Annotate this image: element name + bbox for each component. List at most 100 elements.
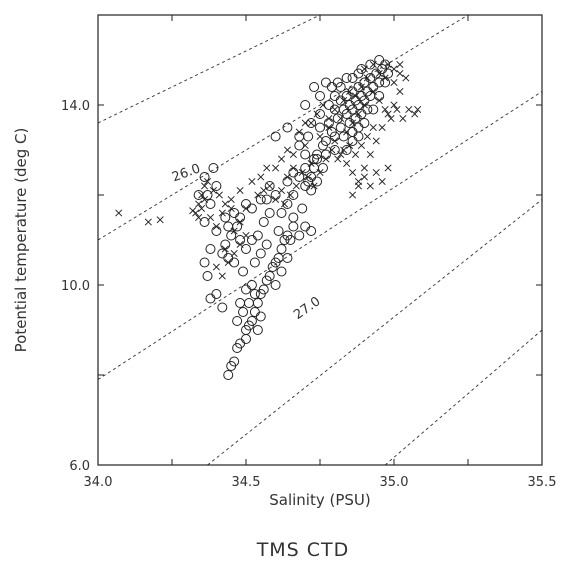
isopycnal-label: 26.0 — [170, 161, 202, 185]
data-point-cross — [369, 60, 377, 69]
data-point-circle — [241, 334, 251, 344]
data-point-cross — [354, 182, 363, 190]
data-point-circle — [335, 122, 346, 133]
data-point-cross — [360, 65, 368, 73]
isopycnal-label-group: 26.0 — [167, 159, 205, 185]
isopycnal-label-backdrop — [288, 291, 325, 324]
data-point-cross — [307, 119, 315, 127]
data-point-cross — [236, 218, 244, 226]
data-point-cross — [405, 105, 413, 114]
data-point-cross — [272, 195, 280, 204]
data-point-cross — [337, 150, 345, 159]
data-point-circle — [252, 298, 263, 308]
data-point-circle — [323, 100, 334, 110]
data-point-cross — [325, 114, 333, 123]
axis-tick-labels: 34.0 34.5 35.0 35.5 6.0 10.0 14.0 — [61, 99, 556, 490]
data-point-circle — [208, 163, 219, 173]
data-point-circle — [306, 185, 317, 196]
isopycnal-line-1 — [97, 14, 321, 124]
data-point-circle — [246, 316, 257, 326]
data-point-circle — [199, 257, 210, 268]
data-point-circle — [341, 91, 352, 101]
data-point-cross — [289, 164, 297, 172]
data-point-circle — [288, 190, 299, 200]
isopycnal-labels: 26.0 27.0 — [167, 159, 325, 324]
data-point-circle — [341, 73, 352, 83]
isopycnal-label-group: 27.0 — [288, 291, 325, 324]
data-point-circle — [320, 149, 331, 160]
data-point-circle — [261, 194, 272, 205]
data-point-circle — [282, 253, 293, 263]
data-point-cross — [257, 173, 265, 181]
data-point-circle — [235, 298, 246, 308]
data-point-cross — [337, 114, 345, 123]
data-point-cross — [396, 60, 404, 69]
data-point-cross — [325, 123, 333, 132]
data-point-cross — [192, 209, 200, 217]
data-point-circle — [329, 91, 340, 101]
data-point-cross — [266, 182, 274, 190]
data-point-circle — [276, 244, 287, 254]
axis-ticks — [97, 15, 543, 466]
data-point-cross — [195, 200, 203, 208]
data-point-cross — [206, 213, 215, 222]
data-point-circle — [300, 149, 311, 160]
data-point-circle — [347, 136, 358, 146]
data-point-circle — [255, 194, 266, 205]
data-point-circle — [255, 248, 266, 259]
data-point-cross — [402, 74, 410, 82]
data-point-circle — [246, 203, 257, 214]
data-point-cross — [349, 191, 357, 199]
data-point-circle — [294, 140, 305, 151]
data-point-cross — [331, 137, 339, 145]
data-point-cross — [215, 191, 223, 199]
data-point-cross — [283, 173, 291, 181]
data-point-cross — [201, 195, 209, 204]
data-point-cross — [390, 78, 398, 87]
data-point-circle — [297, 203, 308, 214]
data-point-circle — [246, 280, 257, 290]
chart-caption: TMS CTD — [256, 539, 350, 561]
data-point-circle — [202, 271, 213, 281]
data-point-circle — [241, 199, 251, 209]
data-point-cross — [313, 110, 321, 118]
data-point-circle — [362, 104, 373, 115]
data-point-cross — [390, 101, 398, 109]
data-point-cross — [298, 168, 306, 177]
data-point-cross — [354, 110, 363, 118]
data-point-circle — [223, 221, 234, 232]
x-axis-title: Salinity (PSU) — [269, 491, 371, 509]
data-point-circle — [199, 217, 210, 227]
y-tick-label: 6.0 — [69, 459, 90, 474]
data-point-cross — [366, 182, 374, 190]
data-point-circle — [365, 59, 376, 70]
data-point-circle — [374, 77, 385, 88]
data-point-circle — [246, 235, 257, 245]
data-point-circle — [249, 307, 260, 317]
data-point-circle — [294, 172, 305, 182]
data-point-circle — [205, 244, 216, 254]
data-point-circle — [309, 163, 320, 173]
y-tick-label: 14.0 — [61, 99, 90, 114]
y-axis-title: Potential temperature (deg C) — [12, 128, 30, 353]
data-point-cross — [230, 249, 238, 258]
data-point-cross — [212, 222, 220, 231]
data-point-cross — [224, 258, 232, 267]
data-point-cross — [381, 74, 389, 82]
data-point-cross — [198, 191, 206, 199]
data-point-circle — [205, 293, 216, 304]
data-point-cross — [227, 195, 235, 204]
data-point-cross — [384, 60, 392, 69]
data-point-circle — [223, 370, 234, 380]
data-point-cross — [343, 159, 351, 168]
data-point-cross — [372, 168, 380, 177]
data-point-cross — [189, 207, 197, 215]
data-point-circle — [235, 212, 246, 223]
data-point-circle — [252, 325, 263, 335]
data-point-circle — [261, 239, 272, 250]
data-point-circle — [199, 172, 210, 182]
data-point-cross — [277, 186, 286, 195]
data-point-circle — [306, 226, 317, 236]
data-point-circle — [220, 239, 231, 250]
data-point-circle — [211, 181, 222, 191]
